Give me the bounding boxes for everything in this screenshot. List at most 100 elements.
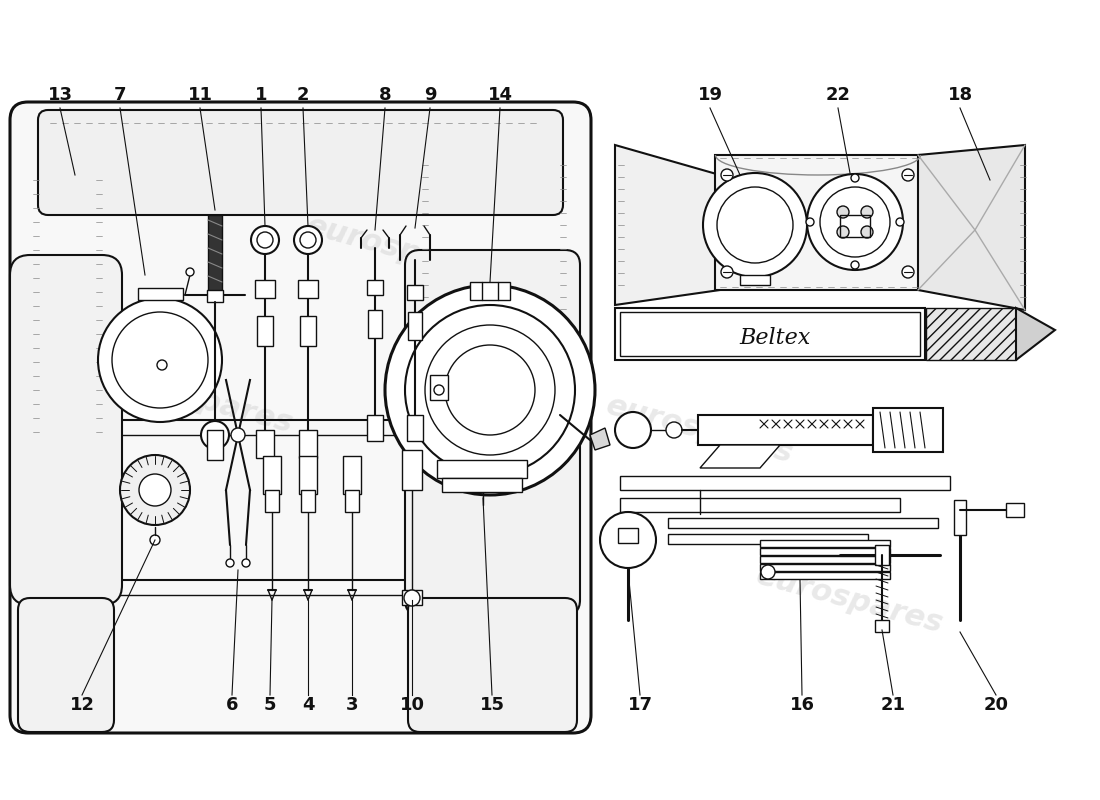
- Bar: [256, 430, 274, 458]
- Circle shape: [139, 474, 170, 506]
- Text: 1: 1: [255, 86, 267, 104]
- Bar: [299, 430, 317, 458]
- Circle shape: [120, 455, 190, 525]
- Text: 19: 19: [697, 86, 723, 104]
- Circle shape: [851, 261, 859, 269]
- Bar: [462, 475, 517, 489]
- Circle shape: [806, 218, 814, 226]
- FancyBboxPatch shape: [39, 110, 563, 215]
- Bar: [620, 312, 920, 356]
- Bar: [437, 460, 527, 478]
- Circle shape: [98, 298, 222, 422]
- Text: 6: 6: [226, 696, 239, 714]
- Bar: [620, 476, 950, 490]
- Bar: [207, 290, 223, 302]
- Circle shape: [186, 268, 194, 276]
- Bar: [760, 572, 890, 579]
- Circle shape: [703, 173, 807, 277]
- Text: 7: 7: [113, 86, 127, 104]
- Text: eurospares: eurospares: [603, 391, 796, 469]
- FancyBboxPatch shape: [408, 598, 578, 732]
- Circle shape: [231, 428, 245, 442]
- Circle shape: [385, 285, 595, 495]
- Circle shape: [242, 559, 250, 567]
- Bar: [620, 498, 900, 512]
- Circle shape: [896, 218, 904, 226]
- Text: 12: 12: [69, 696, 95, 714]
- Circle shape: [615, 412, 651, 448]
- Polygon shape: [918, 145, 1025, 310]
- Bar: [1006, 503, 1024, 517]
- Text: 3: 3: [345, 696, 359, 714]
- Bar: [298, 280, 318, 298]
- Bar: [715, 155, 920, 290]
- Bar: [265, 490, 279, 512]
- Circle shape: [720, 169, 733, 181]
- Circle shape: [761, 565, 776, 579]
- Circle shape: [226, 559, 234, 567]
- Circle shape: [600, 512, 656, 568]
- Polygon shape: [1016, 308, 1055, 360]
- Bar: [470, 282, 510, 300]
- Text: 2: 2: [297, 86, 309, 104]
- Bar: [343, 456, 361, 494]
- Polygon shape: [700, 445, 780, 468]
- Text: Beltex: Beltex: [739, 327, 811, 349]
- Text: eurospares: eurospares: [754, 561, 947, 639]
- Bar: [407, 285, 424, 300]
- Text: 14: 14: [487, 86, 513, 104]
- FancyBboxPatch shape: [18, 598, 114, 732]
- Bar: [668, 534, 868, 544]
- Circle shape: [861, 226, 873, 238]
- Bar: [926, 308, 1016, 360]
- Text: eurospares: eurospares: [103, 361, 297, 439]
- Bar: [615, 308, 925, 360]
- Circle shape: [861, 206, 873, 218]
- Bar: [874, 545, 889, 565]
- FancyBboxPatch shape: [10, 102, 591, 733]
- Text: 10: 10: [399, 696, 425, 714]
- Text: 22: 22: [825, 86, 850, 104]
- Circle shape: [902, 266, 914, 278]
- Bar: [760, 548, 890, 555]
- Circle shape: [807, 174, 903, 270]
- Circle shape: [720, 266, 733, 278]
- Bar: [698, 415, 873, 445]
- Bar: [740, 275, 770, 285]
- Circle shape: [405, 305, 575, 475]
- Text: 5: 5: [264, 696, 276, 714]
- Bar: [874, 620, 889, 632]
- Circle shape: [820, 187, 890, 257]
- Text: 15: 15: [480, 696, 505, 714]
- Text: 17: 17: [627, 696, 652, 714]
- Bar: [207, 430, 223, 460]
- Polygon shape: [615, 145, 720, 305]
- Text: 16: 16: [790, 696, 814, 714]
- Text: 4: 4: [301, 696, 315, 714]
- Bar: [954, 500, 966, 535]
- Circle shape: [666, 422, 682, 438]
- Bar: [408, 312, 422, 340]
- Circle shape: [837, 226, 849, 238]
- Bar: [760, 540, 890, 547]
- Bar: [760, 556, 890, 563]
- Bar: [367, 280, 383, 295]
- Bar: [840, 215, 870, 237]
- Bar: [299, 456, 317, 494]
- Bar: [618, 528, 638, 543]
- Polygon shape: [590, 428, 610, 450]
- Bar: [873, 408, 943, 452]
- Text: 8: 8: [378, 86, 392, 104]
- Bar: [442, 478, 522, 492]
- Circle shape: [157, 360, 167, 370]
- Text: 11: 11: [187, 86, 212, 104]
- Circle shape: [201, 421, 229, 449]
- Bar: [257, 316, 273, 346]
- Bar: [668, 518, 938, 528]
- Bar: [402, 450, 422, 490]
- Bar: [430, 375, 448, 400]
- Circle shape: [434, 385, 444, 395]
- Bar: [345, 490, 359, 512]
- Bar: [367, 415, 383, 441]
- Circle shape: [404, 590, 420, 606]
